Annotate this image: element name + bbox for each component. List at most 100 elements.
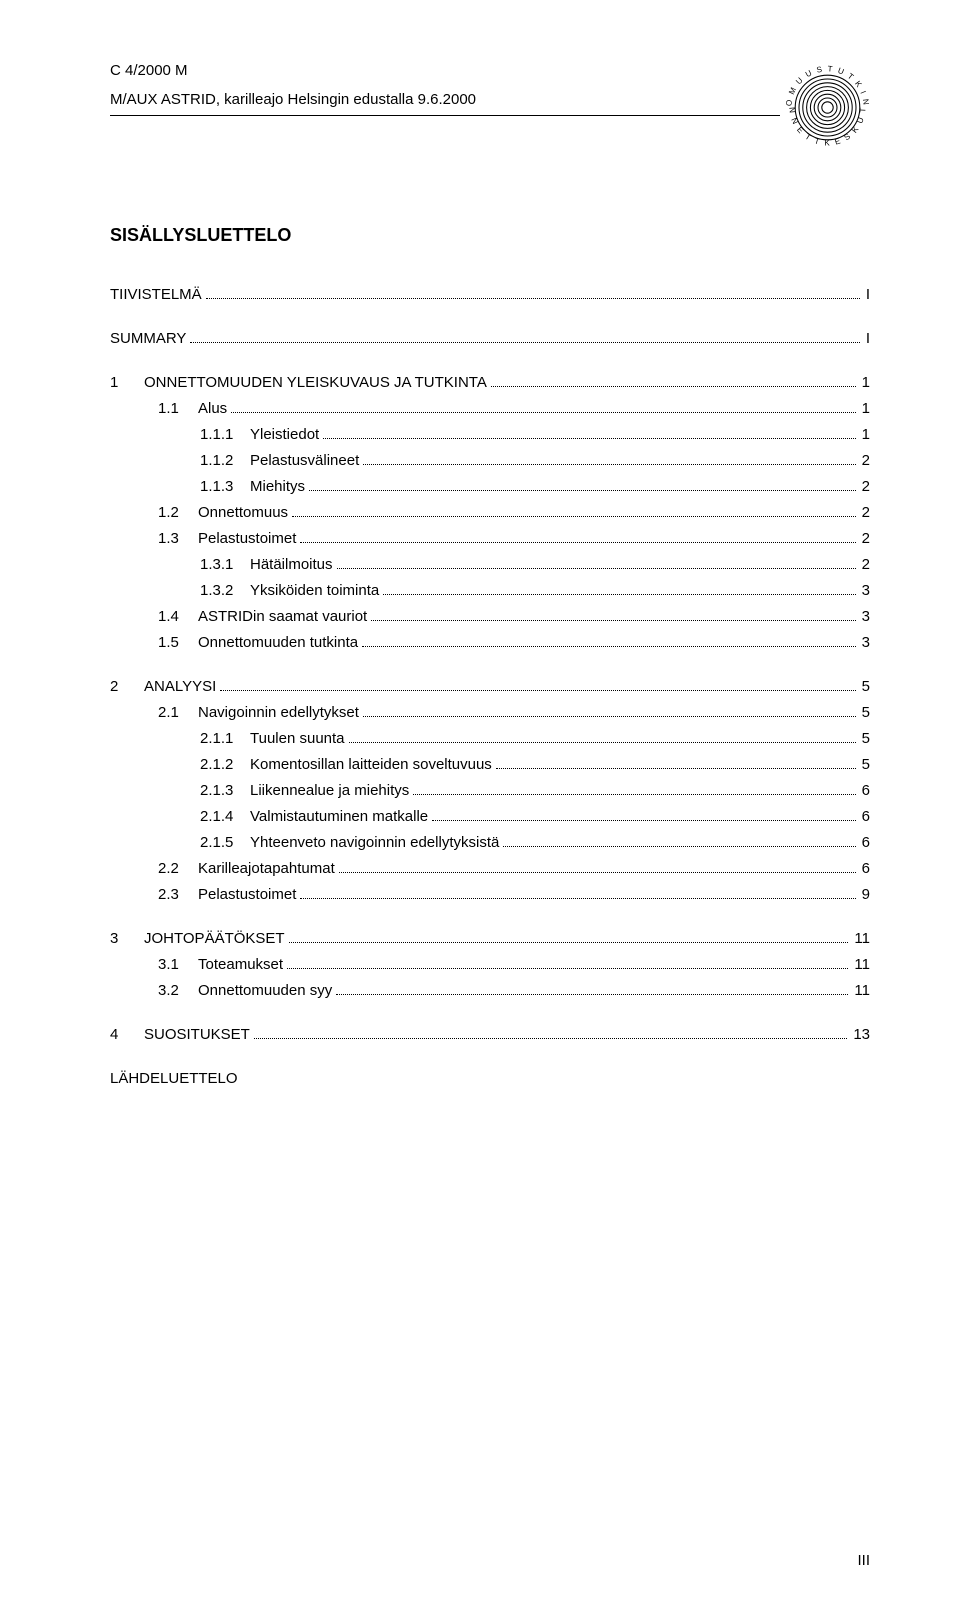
toc-entry: 1.1.3Miehitys2: [200, 478, 870, 495]
toc-entry: 2.1.3Liikennealue ja miehitys6: [200, 782, 870, 799]
table-of-contents: TIIVISTELMÄISUMMARYI1ONNETTOMUUDEN YLEIS…: [110, 286, 870, 1087]
toc-entry-page: 11: [852, 956, 870, 973]
page-header: C 4/2000 M M/AUX ASTRID, karilleajo Hels…: [110, 60, 870, 155]
toc-leader-dots: [383, 594, 855, 595]
toc-entry: 1.3Pelastustoimet2: [158, 530, 870, 547]
toc-entry: 1.4ASTRIDin saamat vauriot3: [158, 608, 870, 625]
toc-leader-dots: [287, 968, 848, 969]
toc-entry-number: 4: [110, 1026, 138, 1043]
toc-entry: 3JOHTOPÄÄTÖKSET11: [110, 930, 870, 947]
toc-entry-number: 1.2: [158, 504, 192, 521]
toc-entry-label: Onnettomuus: [192, 504, 288, 521]
toc-entry-page: 6: [860, 782, 870, 799]
toc-entry: LÄHDELUETTELO: [110, 1070, 870, 1087]
toc-entry-number: 1.1: [158, 400, 192, 417]
toc-entry-number: 1.1.2: [200, 452, 244, 469]
toc-entry: 1.1.2Pelastusvälineet 2: [200, 452, 870, 469]
toc-entry: 1.3.1Hätäilmoitus2: [200, 556, 870, 573]
toc-leader-dots: [413, 794, 855, 795]
toc-entry-label: Karilleajotapahtumat: [192, 860, 335, 877]
toc-entry-label: Yleistiedot: [244, 426, 319, 443]
toc-entry-label: Onnettomuuden syy: [192, 982, 332, 999]
toc-entry-page: 11: [852, 982, 870, 999]
toc-entry: 2.1Navigoinnin edellytykset 5: [158, 704, 870, 721]
toc-entry-page: 1: [860, 426, 870, 443]
toc-entry-page: 2: [860, 530, 870, 547]
toc-entry-page: 1: [860, 374, 870, 391]
toc-entry: 3.2Onnettomuuden syy 11: [158, 982, 870, 999]
toc-entry-number: 1.3.1: [200, 556, 244, 573]
toc-entry: 1.1Alus1: [158, 400, 870, 417]
toc-heading: SISÄLLYSLUETTELO: [110, 225, 870, 246]
toc-entry-label: Navigoinnin edellytykset: [192, 704, 359, 721]
toc-entry: 1.1.1Yleistiedot 1: [200, 426, 870, 443]
toc-entry: 2.1.5Yhteenveto navigoinnin edellytyksis…: [200, 834, 870, 851]
toc-entry-label: Onnettomuuden tutkinta: [192, 634, 358, 651]
toc-entry-label: Alus: [192, 400, 227, 417]
toc-entry-label: ONNETTOMUUDEN YLEISKUVAUS JA TUTKINTA: [138, 374, 487, 391]
toc-entry-label: Toteamukset: [192, 956, 283, 973]
toc-leader-dots: [432, 820, 856, 821]
toc-entry-label: Pelastustoimet: [192, 886, 296, 903]
toc-entry-number: 2.1.5: [200, 834, 244, 851]
toc-leader-dots: [309, 490, 856, 491]
toc-entry-number: 3: [110, 930, 138, 947]
toc-leader-dots: [337, 568, 856, 569]
toc-leader-dots: [496, 768, 856, 769]
toc-leader-dots: [503, 846, 855, 847]
toc-leader-dots: [231, 412, 855, 413]
toc-entry: 1.2Onnettomuus2: [158, 504, 870, 521]
toc-entry: 2ANALYYSI5: [110, 678, 870, 695]
toc-entry-page: 6: [860, 808, 870, 825]
toc-entry-number: 1: [110, 374, 138, 391]
toc-entry-page: 6: [860, 834, 870, 851]
toc-entry-label: Hätäilmoitus: [244, 556, 333, 573]
toc-entry-number: 2.1.4: [200, 808, 244, 825]
toc-entry-page: 11: [852, 930, 870, 947]
toc-entry-number: 3.1: [158, 956, 192, 973]
toc-entry-page: 5: [860, 678, 870, 695]
toc-entry: 2.1.2Komentosillan laitteiden soveltuvuu…: [200, 756, 870, 773]
toc-entry-label: SUMMARY: [110, 330, 186, 347]
toc-leader-dots: [190, 342, 859, 343]
toc-entry-label: ASTRIDin saamat vauriot: [192, 608, 367, 625]
toc-entry-number: 2.1.2: [200, 756, 244, 773]
toc-leader-dots: [206, 298, 860, 299]
toc-entry-number: 1.1.1: [200, 426, 244, 443]
toc-entry: 2.2Karilleajotapahtumat6: [158, 860, 870, 877]
toc-entry-label: Miehitys: [244, 478, 305, 495]
toc-entry-page: 2: [860, 452, 870, 469]
toc-entry-page: 5: [860, 704, 870, 721]
doc-reference: C 4/2000 M: [110, 60, 780, 83]
toc-entry: 4SUOSITUKSET13: [110, 1026, 870, 1043]
toc-leader-dots: [349, 742, 856, 743]
toc-entry-number: 1.3.2: [200, 582, 244, 599]
toc-leader-dots: [220, 690, 855, 691]
toc-entry-page: 3: [860, 608, 870, 625]
toc-entry: 1.3.2Yksiköiden toiminta3: [200, 582, 870, 599]
toc-entry: 1ONNETTOMUUDEN YLEISKUVAUS JA TUTKINTA1: [110, 374, 870, 391]
toc-leader-dots: [363, 716, 856, 717]
spiral-seal-icon: O M U U S T U T K I N O N N E T T K E S …: [780, 60, 875, 155]
toc-entry-label: Komentosillan laitteiden soveltuvuus: [244, 756, 492, 773]
toc-entry-label: Tuulen suunta: [244, 730, 345, 747]
toc-entry: TIIVISTELMÄI: [110, 286, 870, 303]
toc-entry-page: I: [864, 286, 870, 303]
toc-entry-page: 9: [860, 886, 870, 903]
toc-entry-page: I: [864, 330, 870, 347]
toc-entry-number: 2.2: [158, 860, 192, 877]
toc-entry-number: 1.5: [158, 634, 192, 651]
toc-entry-label: Yhteenveto navigoinnin edellytyksistä: [244, 834, 499, 851]
toc-entry-number: 2.3: [158, 886, 192, 903]
toc-entry-page: 2: [860, 478, 870, 495]
toc-entry-number: 2.1: [158, 704, 192, 721]
toc-entry-label: Pelastusvälineet: [244, 452, 359, 469]
toc-entry-number: 3.2: [158, 982, 192, 999]
toc-entry-page: 3: [860, 634, 870, 651]
toc-entry: 3.1Toteamukset 11: [158, 956, 870, 973]
toc-entry-label: ANALYYSI: [138, 678, 216, 695]
toc-entry-page: 5: [860, 756, 870, 773]
toc-entry-label: Valmistautuminen matkalle: [244, 808, 428, 825]
header-text-block: C 4/2000 M M/AUX ASTRID, karilleajo Hels…: [110, 60, 780, 116]
toc-leader-dots: [289, 942, 849, 943]
